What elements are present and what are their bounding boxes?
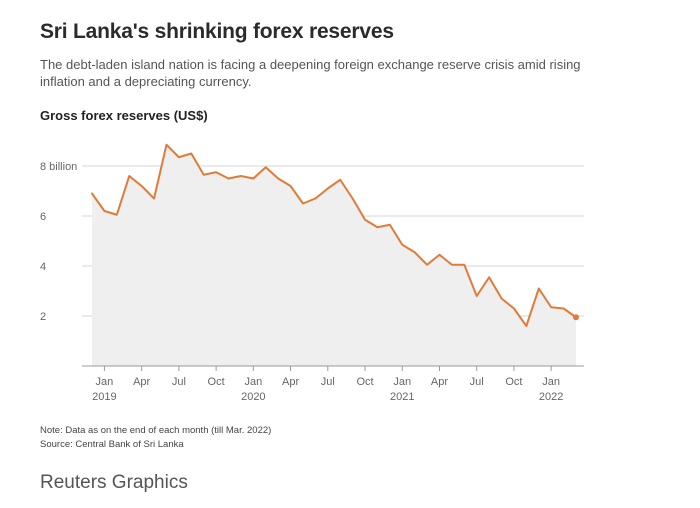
data-point	[178, 156, 180, 158]
x-tick-label: Apr	[431, 376, 448, 388]
data-point	[215, 171, 217, 173]
data-point	[538, 287, 540, 289]
x-tick-label: Jan	[244, 376, 262, 388]
credit-label: Reuters Graphics	[40, 472, 188, 493]
data-point	[116, 214, 118, 216]
x-tick-label: Jan	[96, 376, 114, 388]
chart-notes: Note: Data as on the end of each month (…	[40, 424, 271, 452]
data-point	[190, 152, 192, 154]
data-point	[351, 197, 353, 199]
data-point	[438, 254, 440, 256]
x-tick-label: Jan	[393, 376, 411, 388]
x-tick-label: Oct	[208, 376, 225, 388]
data-point	[128, 175, 130, 177]
series-line-layer	[91, 143, 579, 327]
data-point	[252, 177, 254, 179]
data-point	[265, 166, 267, 168]
chart-title: Gross forex reserves (US$)	[40, 108, 208, 123]
data-point	[413, 251, 415, 253]
data-point	[277, 177, 279, 179]
data-point	[153, 197, 155, 199]
data-point	[103, 210, 105, 212]
data-point	[327, 187, 329, 189]
page-subtitle: The debt-laden island nation is facing a…	[40, 57, 581, 89]
x-tick-label: Oct	[356, 376, 373, 388]
data-point	[202, 174, 204, 176]
data-point	[513, 307, 515, 309]
x-tick-label: Oct	[505, 376, 522, 388]
data-point	[339, 179, 341, 181]
data-point	[476, 295, 478, 297]
x-tick-label: Apr	[133, 376, 150, 388]
source-note: Source: Central Bank of Sri Lanka	[40, 439, 184, 450]
page-title: Sri Lanka's shrinking forex reserves	[40, 20, 394, 43]
y-tick-label: 4	[40, 261, 46, 273]
data-point	[500, 297, 502, 299]
data-point	[302, 202, 304, 204]
data-point	[364, 219, 366, 221]
data-point	[165, 144, 167, 146]
x-year-label: 2019	[92, 391, 116, 403]
data-point	[314, 197, 316, 199]
series-line	[91, 143, 577, 327]
x-axis: Jan Apr Jul Oct Jan Apr Jul Oct Jan Apr Jul Oct Jan 2…	[82, 365, 584, 403]
y-tick-label: 8 billion	[40, 161, 77, 173]
data-note: Note: Data as on the end of each month (…	[40, 425, 272, 436]
y-axis-labels: 2 4 6 8 billion	[40, 161, 77, 323]
x-tick-label: Jul	[172, 376, 186, 388]
data-point	[389, 224, 391, 226]
data-point	[463, 264, 465, 266]
x-year-label: 2021	[390, 391, 414, 403]
x-year-label: 2022	[539, 391, 563, 403]
last-data-point	[573, 314, 579, 321]
x-tick-label: Jul	[470, 376, 484, 388]
area-fill-layer	[92, 144, 576, 366]
data-point	[451, 264, 453, 266]
data-point	[240, 175, 242, 177]
data-point	[562, 307, 564, 309]
x-tick-label: Apr	[282, 376, 299, 388]
x-tick-label: Jul	[321, 376, 335, 388]
data-point	[140, 185, 142, 187]
data-point	[91, 192, 93, 194]
data-point	[426, 264, 428, 266]
data-point	[525, 325, 527, 327]
y-tick-label: 2	[40, 311, 46, 323]
x-tick-label: Jan	[542, 376, 560, 388]
data-point	[488, 276, 490, 278]
data-point	[401, 244, 403, 246]
data-point	[289, 185, 291, 187]
x-year-label: 2020	[241, 391, 265, 403]
data-point	[227, 177, 229, 179]
y-tick-label: 6	[40, 211, 46, 223]
data-point	[550, 306, 552, 308]
series-area-fill	[92, 144, 576, 366]
data-point	[376, 226, 378, 228]
